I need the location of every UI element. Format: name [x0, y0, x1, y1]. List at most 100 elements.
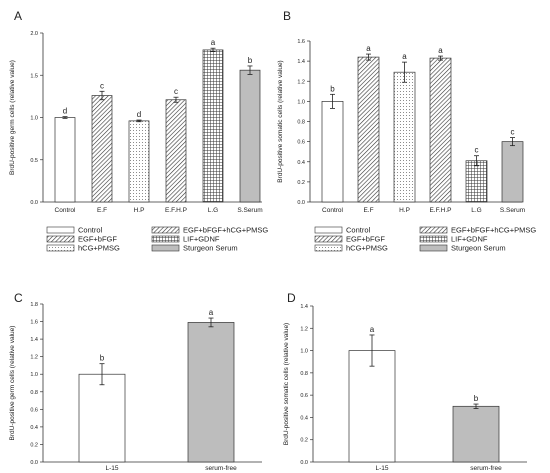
- significance-letter: c: [174, 87, 178, 96]
- y-tick-label: 0.6: [300, 393, 308, 399]
- y-tick-label: 1.4: [30, 337, 38, 343]
- legend-label: EGF+bFGF+hCG+PMSG: [451, 226, 536, 235]
- x-tick-label: L-15: [375, 465, 388, 472]
- bar: [78, 373, 126, 463]
- significance-letter: a: [211, 38, 216, 47]
- legend-label: Control: [346, 226, 371, 235]
- x-tick-label: serum-free: [470, 465, 502, 472]
- y-tick-label: 1.5: [30, 73, 38, 79]
- significance-letter: a: [366, 44, 371, 53]
- x-tick-label: Control: [322, 207, 344, 214]
- y-tick-label: 0.8: [30, 390, 38, 396]
- y-tick-label: 0.0: [300, 460, 308, 466]
- panel-D: D 0.0 0.2 0.4 0.6 0.8 1.0 1.2 1.4 BrdU-positive s…: [283, 291, 527, 472]
- bar: [239, 69, 261, 203]
- legend-label: Sturgeon Serum: [183, 244, 238, 253]
- y-tick-label: 1.4: [297, 59, 305, 65]
- legend-label: LIF+GDNF: [451, 235, 488, 244]
- x-tick-label: E.F.H.P: [165, 207, 187, 214]
- significance-letter: c: [100, 81, 104, 90]
- y-axis-label: BrdU-positive somatic cells (relative va…: [283, 323, 290, 445]
- panel-B: B 0.0 0.2 0.4 0.6 0.8 1.0 1.2 1.4 1.6 BrdU-positiv…: [277, 9, 525, 214]
- y-tick-label: 0.0: [30, 460, 38, 466]
- y-tick-label: 0.4: [300, 415, 308, 421]
- bar: [452, 405, 500, 463]
- x-tick-label: L-15: [105, 465, 118, 472]
- legend-label: EGF+bFGF: [78, 235, 117, 244]
- legend-swatch: [314, 226, 343, 234]
- significance-letter: a: [402, 52, 407, 61]
- panel-letter: D: [287, 291, 296, 305]
- legend-swatch: [151, 244, 180, 252]
- x-tick-label: Control: [55, 207, 77, 214]
- y-tick-label: 0.6: [297, 140, 305, 146]
- significance-letter: c: [475, 146, 479, 155]
- bar: [465, 160, 488, 203]
- legend-swatch: [151, 226, 180, 234]
- significance-letter: a: [438, 46, 443, 55]
- y-axis-label: BrdU-positive somatic cells (relative va…: [277, 60, 284, 182]
- legend-swatch: [46, 235, 75, 243]
- legend-label: LIF+GDNF: [183, 235, 220, 244]
- bar: [54, 117, 76, 203]
- y-tick-label: 1.8: [30, 302, 38, 308]
- x-tick-label: S.Serum: [500, 207, 525, 214]
- legend-label: Sturgeon Serum: [451, 244, 506, 253]
- legend-label: hCG+PMSG: [346, 244, 388, 253]
- y-tick-label: 1.2: [30, 355, 38, 361]
- bar: [393, 71, 416, 203]
- y-tick-label: 0.8: [300, 371, 308, 377]
- significance-letter: b: [474, 394, 479, 403]
- bar: [165, 99, 187, 203]
- bar: [187, 322, 235, 463]
- y-tick-label: 0.2: [30, 442, 38, 448]
- legend-swatch: [419, 226, 448, 234]
- significance-letter: b: [248, 56, 253, 65]
- bar: [348, 350, 396, 463]
- x-tick-label: H.P: [134, 207, 145, 214]
- bar: [128, 120, 150, 203]
- panel-A: A 0.0 0.5 1.0 1.5 2.0 BrdU-positive germ cells…: [9, 9, 263, 214]
- panel-letter: C: [14, 291, 23, 305]
- y-tick-label: 0.5: [30, 158, 38, 164]
- legend-label: EGF+bFGF: [346, 235, 385, 244]
- legend-swatch: [46, 244, 75, 252]
- y-tick-label: 2.0: [30, 31, 38, 37]
- bar: [501, 141, 524, 203]
- y-tick-label: 0.2: [300, 438, 308, 444]
- x-tick-label: S.Serum: [237, 207, 262, 214]
- legend: Control EGF+bFGF+hCG+PMSG EGF+bFGF LIF+GDNF…: [46, 226, 268, 253]
- panel-letter: A: [14, 9, 22, 23]
- significance-letter: b: [100, 354, 105, 363]
- y-tick-label: 1.0: [300, 349, 308, 355]
- y-tick-label: 0.8: [297, 120, 305, 126]
- bar: [202, 49, 224, 203]
- bar: [429, 57, 452, 203]
- legend-label: hCG+PMSG: [78, 244, 120, 253]
- x-tick-label: E.F: [363, 207, 373, 214]
- y-tick-label: 0.0: [30, 200, 38, 206]
- x-tick-label: E.F.H.P: [429, 207, 451, 214]
- legend-swatch: [46, 226, 75, 234]
- x-tick-label: H.P: [399, 207, 410, 214]
- legend-swatch: [151, 235, 180, 243]
- y-tick-label: 1.4: [300, 304, 308, 310]
- chart-layer: A 0.0 0.5 1.0 1.5 2.0 BrdU-positive germ cells…: [9, 9, 536, 472]
- legend-swatch: [419, 235, 448, 243]
- significance-letter: a: [209, 308, 214, 317]
- y-tick-label: 1.2: [300, 326, 308, 332]
- x-tick-label: serum-free: [205, 465, 237, 472]
- y-tick-label: 1.0: [297, 99, 305, 105]
- significance-letter: c: [511, 128, 515, 137]
- y-tick-label: 1.0: [30, 116, 38, 122]
- y-tick-label: 1.2: [297, 79, 305, 85]
- x-tick-label: L.G: [471, 207, 481, 214]
- y-tick-label: 0.4: [297, 160, 305, 166]
- x-tick-label: E.F: [97, 207, 107, 214]
- legend-label: EGF+bFGF+hCG+PMSG: [183, 226, 268, 235]
- y-tick-label: 0.4: [30, 425, 38, 431]
- y-tick-label: 0.6: [30, 407, 38, 413]
- bar: [357, 56, 380, 203]
- legend-swatch: [314, 235, 343, 243]
